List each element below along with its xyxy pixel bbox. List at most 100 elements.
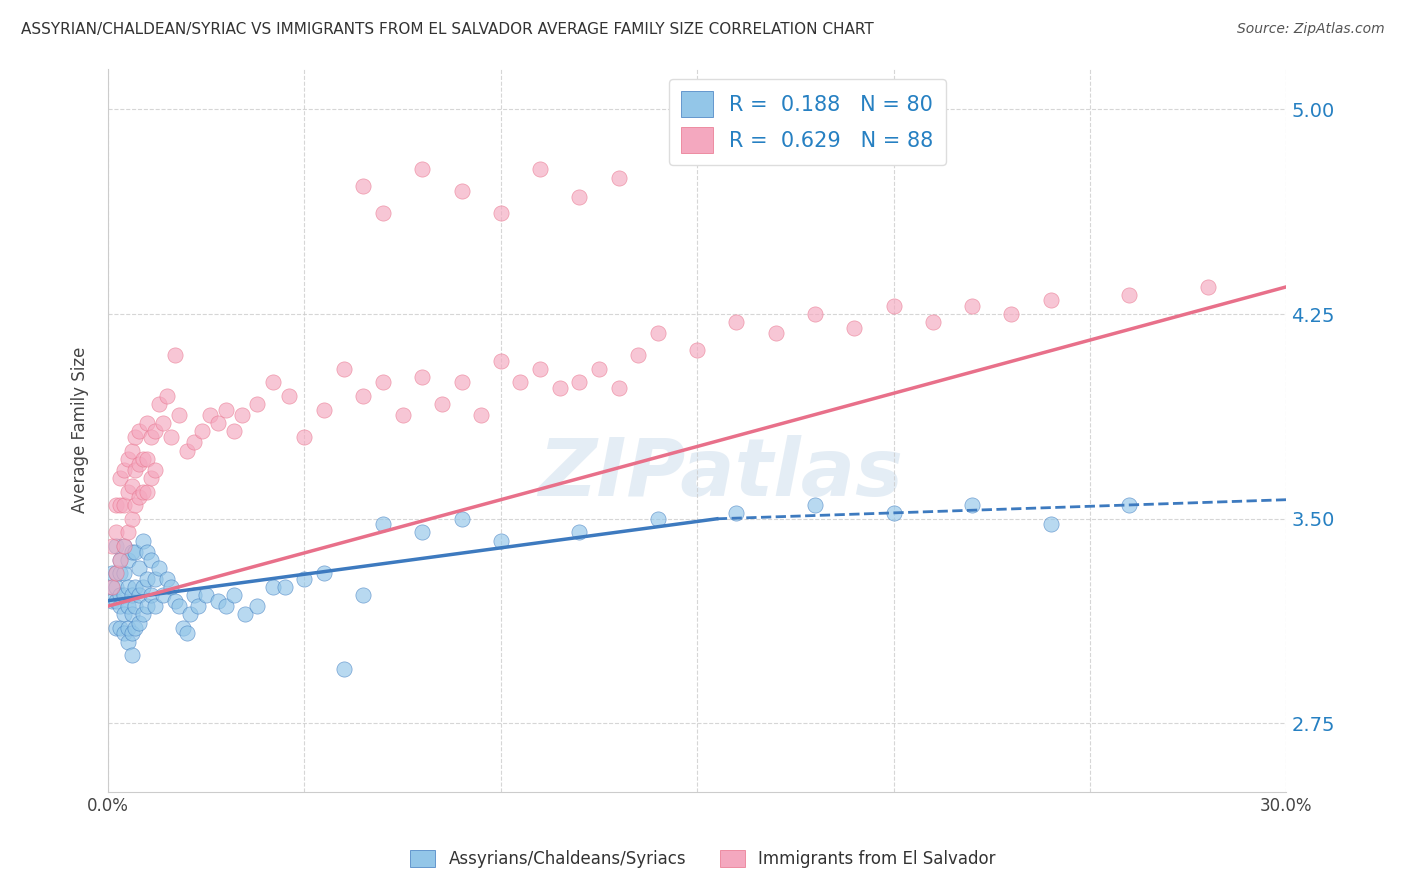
Point (163, 348, 186, 362)
Point (312, 566, 335, 581)
Point (112, 588, 135, 602)
Point (128, 561, 150, 575)
Point (117, 599, 139, 614)
Point (222, 425, 245, 439)
Legend: Assyrians/Chaldeans/Syriacs, Immigrants from El Salvador: Assyrians/Chaldeans/Syriacs, Immigrants … (404, 843, 1002, 875)
Point (588, 361, 610, 376)
Point (921, 315, 943, 329)
Point (411, 370, 433, 384)
Point (117, 580, 139, 594)
Point (371, 517, 394, 532)
Point (121, 607, 143, 622)
Point (371, 376, 394, 390)
Point (548, 381, 571, 395)
Point (124, 544, 146, 558)
Point (246, 599, 269, 614)
Point (136, 572, 159, 586)
Point (136, 484, 159, 499)
Point (128, 588, 150, 602)
Point (235, 607, 257, 622)
Point (136, 417, 159, 431)
Point (207, 593, 229, 607)
Point (627, 348, 650, 362)
Point (160, 580, 183, 594)
Point (101, 580, 124, 594)
Point (108, 471, 131, 485)
Point (104, 566, 127, 581)
Point (112, 626, 135, 640)
Point (112, 607, 135, 622)
Point (108, 553, 131, 567)
Point (101, 539, 124, 553)
Point (183, 588, 205, 602)
Point (292, 430, 315, 444)
Point (191, 425, 214, 439)
Point (430, 397, 453, 411)
Point (121, 512, 143, 526)
Point (108, 498, 131, 512)
Point (124, 463, 146, 477)
Point (128, 457, 150, 471)
Point (568, 376, 591, 390)
Point (117, 484, 139, 499)
Point (883, 299, 905, 313)
Point (121, 544, 143, 558)
Point (568, 190, 591, 204)
Point (104, 566, 127, 581)
Point (101, 580, 124, 594)
Point (141, 471, 163, 485)
Point (141, 588, 163, 602)
Point (121, 626, 143, 640)
Point (143, 572, 166, 586)
Point (160, 430, 183, 444)
Point (112, 463, 135, 477)
Point (215, 599, 238, 614)
Point (179, 607, 201, 622)
Point (215, 402, 238, 417)
Point (960, 299, 983, 313)
Legend: R =  0.188   N = 80, R =  0.629   N = 88: R = 0.188 N = 80, R = 0.629 N = 88 (669, 78, 946, 165)
Point (143, 425, 166, 439)
Point (1039, 293, 1062, 308)
Point (132, 580, 155, 594)
Point (117, 525, 139, 540)
Point (960, 498, 983, 512)
Point (124, 498, 146, 512)
Point (352, 178, 374, 193)
Point (725, 506, 748, 520)
Point (489, 533, 512, 548)
Point (148, 397, 170, 411)
Point (391, 408, 413, 422)
Point (108, 588, 131, 602)
Point (411, 525, 433, 540)
Point (148, 561, 170, 575)
Y-axis label: Average Family Size: Average Family Size (72, 347, 89, 513)
Point (765, 326, 787, 341)
Point (132, 484, 155, 499)
Point (141, 430, 163, 444)
Point (104, 593, 127, 607)
Point (804, 498, 827, 512)
Point (274, 580, 297, 594)
Point (152, 588, 174, 602)
Point (607, 381, 630, 395)
Point (124, 621, 146, 635)
Point (117, 553, 139, 567)
Point (101, 566, 124, 581)
Point (725, 315, 748, 329)
Point (128, 425, 150, 439)
Point (108, 621, 131, 635)
Point (332, 662, 354, 676)
Point (124, 599, 146, 614)
Point (108, 599, 131, 614)
Point (143, 463, 166, 477)
Point (128, 615, 150, 630)
Point (844, 320, 866, 334)
Point (108, 566, 131, 581)
Point (112, 498, 135, 512)
Point (176, 626, 198, 640)
Point (489, 353, 512, 368)
Point (104, 498, 127, 512)
Point (686, 343, 709, 357)
Point (172, 621, 194, 635)
